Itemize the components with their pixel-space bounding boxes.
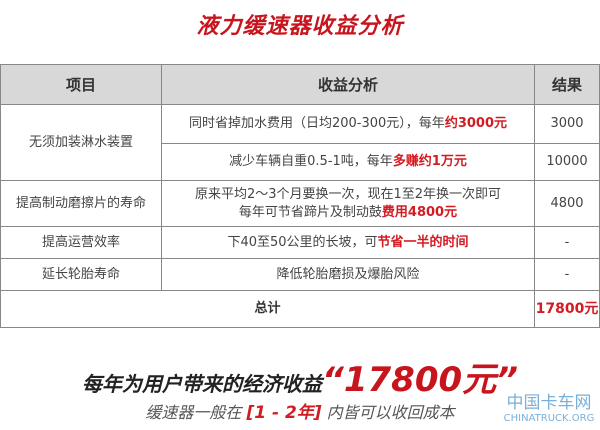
analysis-text: 同时省掉加水费用（日均200-300元），每年	[188, 116, 445, 131]
analysis-text: 原来平均2～3个月要换一次，现在1至2年换一次即可	[194, 186, 502, 202]
header-item: 项目	[0, 64, 162, 105]
item-cell: 提高制动磨擦片的寿命	[0, 180, 162, 227]
header-analysis: 收益分析	[161, 64, 535, 105]
banner-text: 缓速器一般在	[145, 403, 242, 422]
total-row: 总计 17800元	[0, 290, 600, 328]
watermark-cn: 中国卡车网	[506, 393, 592, 413]
item-cell: 提高运营效率	[0, 226, 162, 259]
banner-headline: 每年为用户带来的经济收益“17800元”	[0, 352, 600, 401]
result-cell: 4800	[534, 180, 600, 227]
highlight-text: 约3000元	[444, 116, 507, 131]
table-row: 提高制动磨擦片的寿命 原来平均2～3个月要换一次，现在1至2年换一次即可每年可节…	[0, 180, 600, 227]
result-cell: -	[534, 258, 600, 291]
analysis-cell: 减少车辆自重0.5-1吨，每年多赚约1万元	[161, 143, 535, 181]
total-value: 17800元	[534, 290, 600, 328]
table-row: 延长轮胎寿命 降低轮胎磨损及爆胎风险 -	[0, 258, 600, 291]
table-row: 无须加装淋水装置 同时省掉加水费用（日均200-300元），每年约3000元 3…	[0, 104, 600, 181]
watermark-en: CHINATRUCK.ORG	[503, 413, 595, 425]
highlight-text: 节省一半的时间	[377, 234, 469, 250]
banner-amount: “17800元”	[321, 360, 519, 400]
result-cell: 3000	[534, 104, 600, 144]
banner-text: 内皆可以收回成本	[326, 403, 455, 422]
banner-text: 每年为用户带来的经济收益	[81, 372, 322, 396]
total-label: 总计	[0, 290, 535, 328]
analysis-cell: 原来平均2～3个月要换一次，现在1至2年换一次即可每年可节省蹄片及制动鼓费用48…	[161, 180, 535, 227]
table-header: 项目 收益分析 结果	[0, 64, 600, 105]
result-cell: -	[534, 226, 600, 259]
item-cell: 无须加装淋水装置	[0, 104, 162, 181]
table-row: 减少车辆自重0.5-1吨，每年多赚约1万元 10000	[1, 143, 600, 181]
analysis-cell: 同时省掉加水费用（日均200-300元），每年约3000元	[161, 104, 535, 144]
result-cell: 10000	[534, 143, 600, 181]
analysis-text: 减少车辆自重0.5-1吨，每年	[229, 154, 393, 169]
analysis-cell: 降低轮胎磨损及爆胎风险	[161, 258, 535, 291]
watermark-logo: 中国卡车网 CHINATRUCK.ORG	[502, 393, 596, 425]
page-title: 液力缓速器收益分析	[196, 14, 404, 39]
analysis-cell: 下40至50公里的长坡，可节省一半的时间	[161, 226, 535, 259]
analysis-text: 每年可节省蹄片及制动鼓	[238, 204, 382, 220]
benefit-table: 项目 收益分析 结果 无须加装淋水装置 同时省掉加水费用（日均200-300元）…	[0, 64, 600, 328]
table-row: 提高运营效率 下40至50公里的长坡，可节省一半的时间 -	[0, 226, 600, 259]
header-result: 结果	[534, 64, 600, 105]
highlight-text: 多赚约1万元	[392, 154, 467, 169]
item-cell: 延长轮胎寿命	[0, 258, 162, 291]
highlight-text: 费用4800元	[381, 204, 458, 220]
banner-subline: 缓速器一般在 [1 - 2年] 内皆可以收回成本	[0, 398, 600, 423]
analysis-text: 下40至50公里的长坡，可	[227, 234, 378, 250]
payback-period: [1 - 2年]	[246, 403, 322, 423]
